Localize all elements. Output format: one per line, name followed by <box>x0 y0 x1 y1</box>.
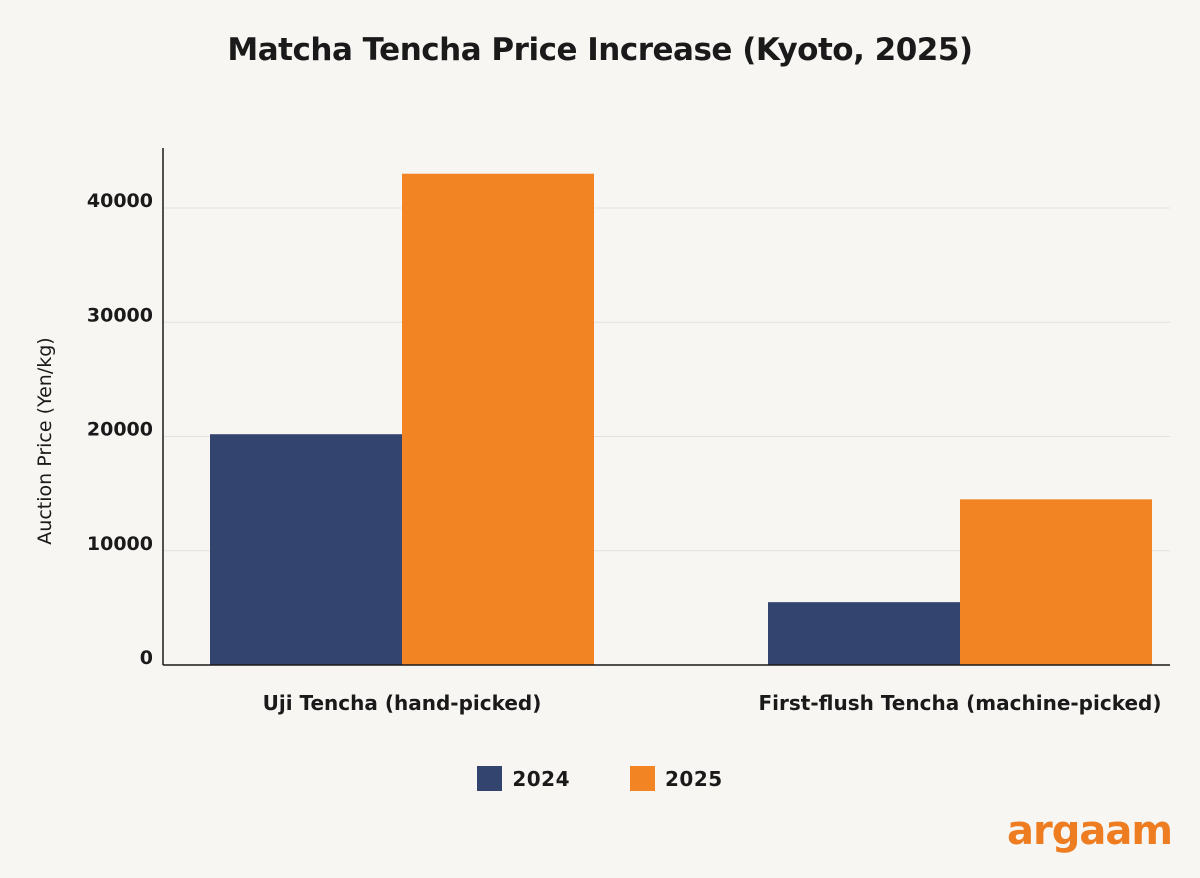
y-axis-title: Auction Price (Yen/kg) <box>34 337 56 544</box>
x-category-label: First-flush Tencha (machine-picked) <box>759 691 1162 715</box>
x-category-label: Uji Tencha (hand-picked) <box>263 691 542 715</box>
y-tick-labels: 0 10000 20000 30000 40000 <box>87 190 153 669</box>
x-category-labels: Uji Tencha (hand-picked) First-flush Tenc… <box>263 691 1162 715</box>
legend-swatch <box>630 766 655 791</box>
bar-2024 <box>768 602 960 665</box>
y-tick-label: 0 <box>140 647 153 669</box>
bar-2025 <box>402 173 594 665</box>
argaam-logo: argaam <box>1006 808 1173 854</box>
bars <box>210 173 1152 665</box>
bar-2024 <box>210 434 402 665</box>
axes <box>162 148 1170 666</box>
y-tick-label: 30000 <box>87 304 153 326</box>
legend: 2024 2025 <box>0 766 1200 791</box>
y-tick-label: 20000 <box>87 419 153 441</box>
bar-2025 <box>960 499 1152 665</box>
legend-label: 2025 <box>665 766 723 791</box>
legend-swatch <box>477 766 503 791</box>
y-tick-label: 10000 <box>87 533 153 555</box>
y-tick-label: 40000 <box>87 190 153 212</box>
legend-item-2024: 2024 <box>477 766 570 791</box>
legend-item-2025: 2025 <box>630 766 723 791</box>
legend-label: 2024 <box>512 766 570 791</box>
chart-title: Matcha Tencha Price Increase (Kyoto, 202… <box>227 32 973 68</box>
